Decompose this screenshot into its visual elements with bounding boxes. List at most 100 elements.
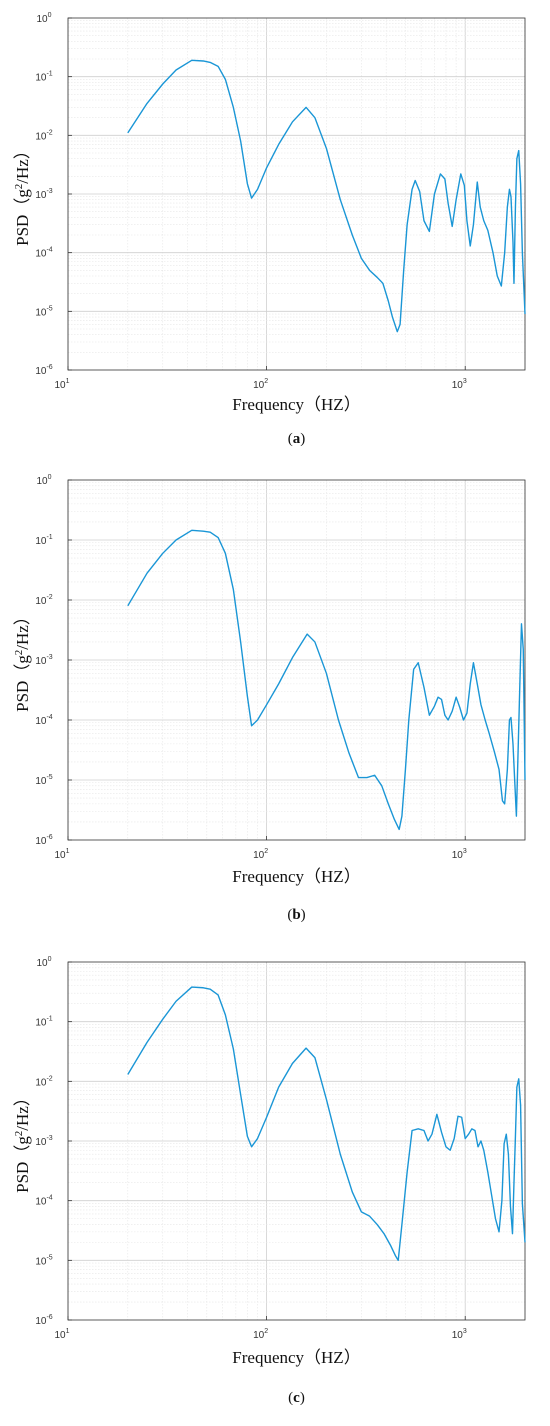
x-tick-label: 102 xyxy=(253,378,268,391)
chart-panel-b: 101 102 103 10-6 10-5 10-4 10-3 10-2 10-1 100 Freq… xyxy=(0,470,550,945)
x-tick-base: 10 xyxy=(54,380,66,391)
series-line xyxy=(127,59,526,333)
series-line xyxy=(127,529,526,831)
y-tick-label: 100 xyxy=(36,956,51,969)
y-axis-label-unit: /Hz） xyxy=(13,1089,32,1131)
y-tick-base: 10 xyxy=(35,1077,47,1088)
x-tick-label: 101 xyxy=(54,378,69,391)
x-tick-label: 101 xyxy=(54,848,69,861)
y-tick-label: 10-4 xyxy=(35,247,52,260)
chart-panel-c: 101 102 103 10-6 10-5 10-4 10-3 10-2 10-1 100 Freq… xyxy=(0,945,550,1426)
x-tick-base: 10 xyxy=(452,850,464,861)
y-tick-label: 100 xyxy=(36,474,51,487)
caption-letter: b xyxy=(292,907,300,923)
y-tick-exponent: -3 xyxy=(46,654,52,661)
caption-close: ) xyxy=(300,431,305,447)
x-tick-exponent: 1 xyxy=(66,848,70,855)
psd-chart-b: 101 102 10310-610-510-410-310-210-1100Freq… xyxy=(13,474,526,923)
x-tick-label: 103 xyxy=(452,848,467,861)
caption-open: ( xyxy=(288,431,293,447)
x-tick-base: 10 xyxy=(253,380,265,391)
caption-close: ) xyxy=(300,1390,305,1406)
y-axis-label-main: PSD（g xyxy=(13,1136,32,1193)
y-tick-base: 10 xyxy=(35,249,47,260)
y-tick-base: 10 xyxy=(35,1018,47,1029)
y-tick-exponent: -1 xyxy=(46,534,52,541)
series-line xyxy=(127,986,526,1262)
y-tick-base: 10 xyxy=(35,366,47,377)
y-tick-label: 10-1 xyxy=(35,1016,52,1029)
y-tick-label: 10-2 xyxy=(35,129,52,142)
y-axis-label-unit: /Hz） xyxy=(13,142,32,184)
y-tick-exponent: -5 xyxy=(46,774,52,781)
y-tick-base: 10 xyxy=(35,536,47,547)
y-tick-exponent: 0 xyxy=(48,474,52,481)
panel-caption: (b) xyxy=(287,907,305,923)
y-tick-base: 10 xyxy=(36,476,48,487)
y-tick-exponent: -3 xyxy=(46,188,52,195)
y-tick-exponent: -6 xyxy=(46,834,52,841)
y-tick-exponent: -3 xyxy=(46,1135,52,1142)
x-tick-exponent: 3 xyxy=(463,1328,467,1335)
grid-lines xyxy=(67,18,526,370)
y-tick-base: 10 xyxy=(36,14,48,25)
y-tick-label: 10-5 xyxy=(35,305,52,318)
y-tick-base: 10 xyxy=(35,131,47,142)
y-tick-base: 10 xyxy=(35,1197,47,1208)
y-axis-label: PSD（g2/Hz） xyxy=(13,1089,32,1193)
y-axis-label-superscript: 2 xyxy=(13,184,25,190)
y-tick-label: 10-3 xyxy=(35,1135,52,1148)
y-tick-exponent: 0 xyxy=(48,12,52,19)
y-tick-label: 10-2 xyxy=(35,1075,52,1088)
y-tick-label: 10-6 xyxy=(35,834,52,847)
y-tick-exponent: -5 xyxy=(46,1254,52,1261)
x-tick-exponent: 2 xyxy=(264,378,268,385)
y-axis-label-superscript: 2 xyxy=(13,650,25,656)
x-tick-base: 10 xyxy=(452,380,464,391)
y-tick-base: 10 xyxy=(35,716,47,727)
y-tick-base: 10 xyxy=(35,73,47,84)
y-tick-exponent: -2 xyxy=(46,129,52,136)
caption-letter: c xyxy=(293,1390,300,1406)
panel-caption: (a) xyxy=(288,431,306,447)
x-tick-label: 102 xyxy=(253,1328,268,1341)
y-axis-label-unit: /Hz） xyxy=(13,608,32,650)
x-tick-exponent: 3 xyxy=(463,848,467,855)
y-axis-label-main: PSD（g xyxy=(13,189,32,246)
x-tick-base: 10 xyxy=(452,1330,464,1341)
y-tick-exponent: -4 xyxy=(46,714,52,721)
y-axis-label-superscript: 2 xyxy=(13,1131,25,1137)
y-tick-base: 10 xyxy=(35,190,47,201)
caption-open: ( xyxy=(287,907,292,923)
y-tick-exponent: -2 xyxy=(46,594,52,601)
x-tick-exponent: 1 xyxy=(66,1328,70,1335)
y-tick-label: 10-5 xyxy=(35,1254,52,1267)
y-tick-label: 10-3 xyxy=(35,654,52,667)
y-tick-base: 10 xyxy=(35,307,47,318)
y-axis-label-main: PSD（g xyxy=(13,655,32,712)
y-tick-label: 10-1 xyxy=(35,71,52,84)
y-tick-exponent: -5 xyxy=(46,305,52,312)
x-tick-exponent: 3 xyxy=(463,378,467,385)
y-tick-base: 10 xyxy=(35,596,47,607)
y-tick-exponent: -4 xyxy=(46,1195,52,1202)
y-tick-exponent: -4 xyxy=(46,247,52,254)
x-tick-base: 10 xyxy=(54,1330,66,1341)
y-tick-label: 10-2 xyxy=(35,594,52,607)
x-tick-label: 103 xyxy=(452,378,467,391)
panel-caption: (c) xyxy=(288,1390,305,1406)
y-tick-label: 10-1 xyxy=(35,534,52,547)
x-tick-label: 101 xyxy=(54,1328,69,1341)
y-tick-base: 10 xyxy=(36,958,48,969)
chart-panel-a: 101 102 103 10-6 10-5 10-4 10-3 10-2 10-1 100 Freq… xyxy=(0,0,550,470)
y-tick-base: 10 xyxy=(35,1316,47,1327)
y-tick-base: 10 xyxy=(35,1256,47,1267)
x-axis-label: Frequency（HZ） xyxy=(232,1348,360,1367)
y-tick-label: 10-5 xyxy=(35,774,52,787)
y-tick-exponent: 0 xyxy=(48,956,52,963)
x-axis-label: Frequency（HZ） xyxy=(232,395,360,414)
x-tick-base: 10 xyxy=(253,850,265,861)
x-tick-base: 10 xyxy=(253,1330,265,1341)
caption-close: ) xyxy=(301,907,306,923)
x-tick-exponent: 2 xyxy=(264,1328,268,1335)
